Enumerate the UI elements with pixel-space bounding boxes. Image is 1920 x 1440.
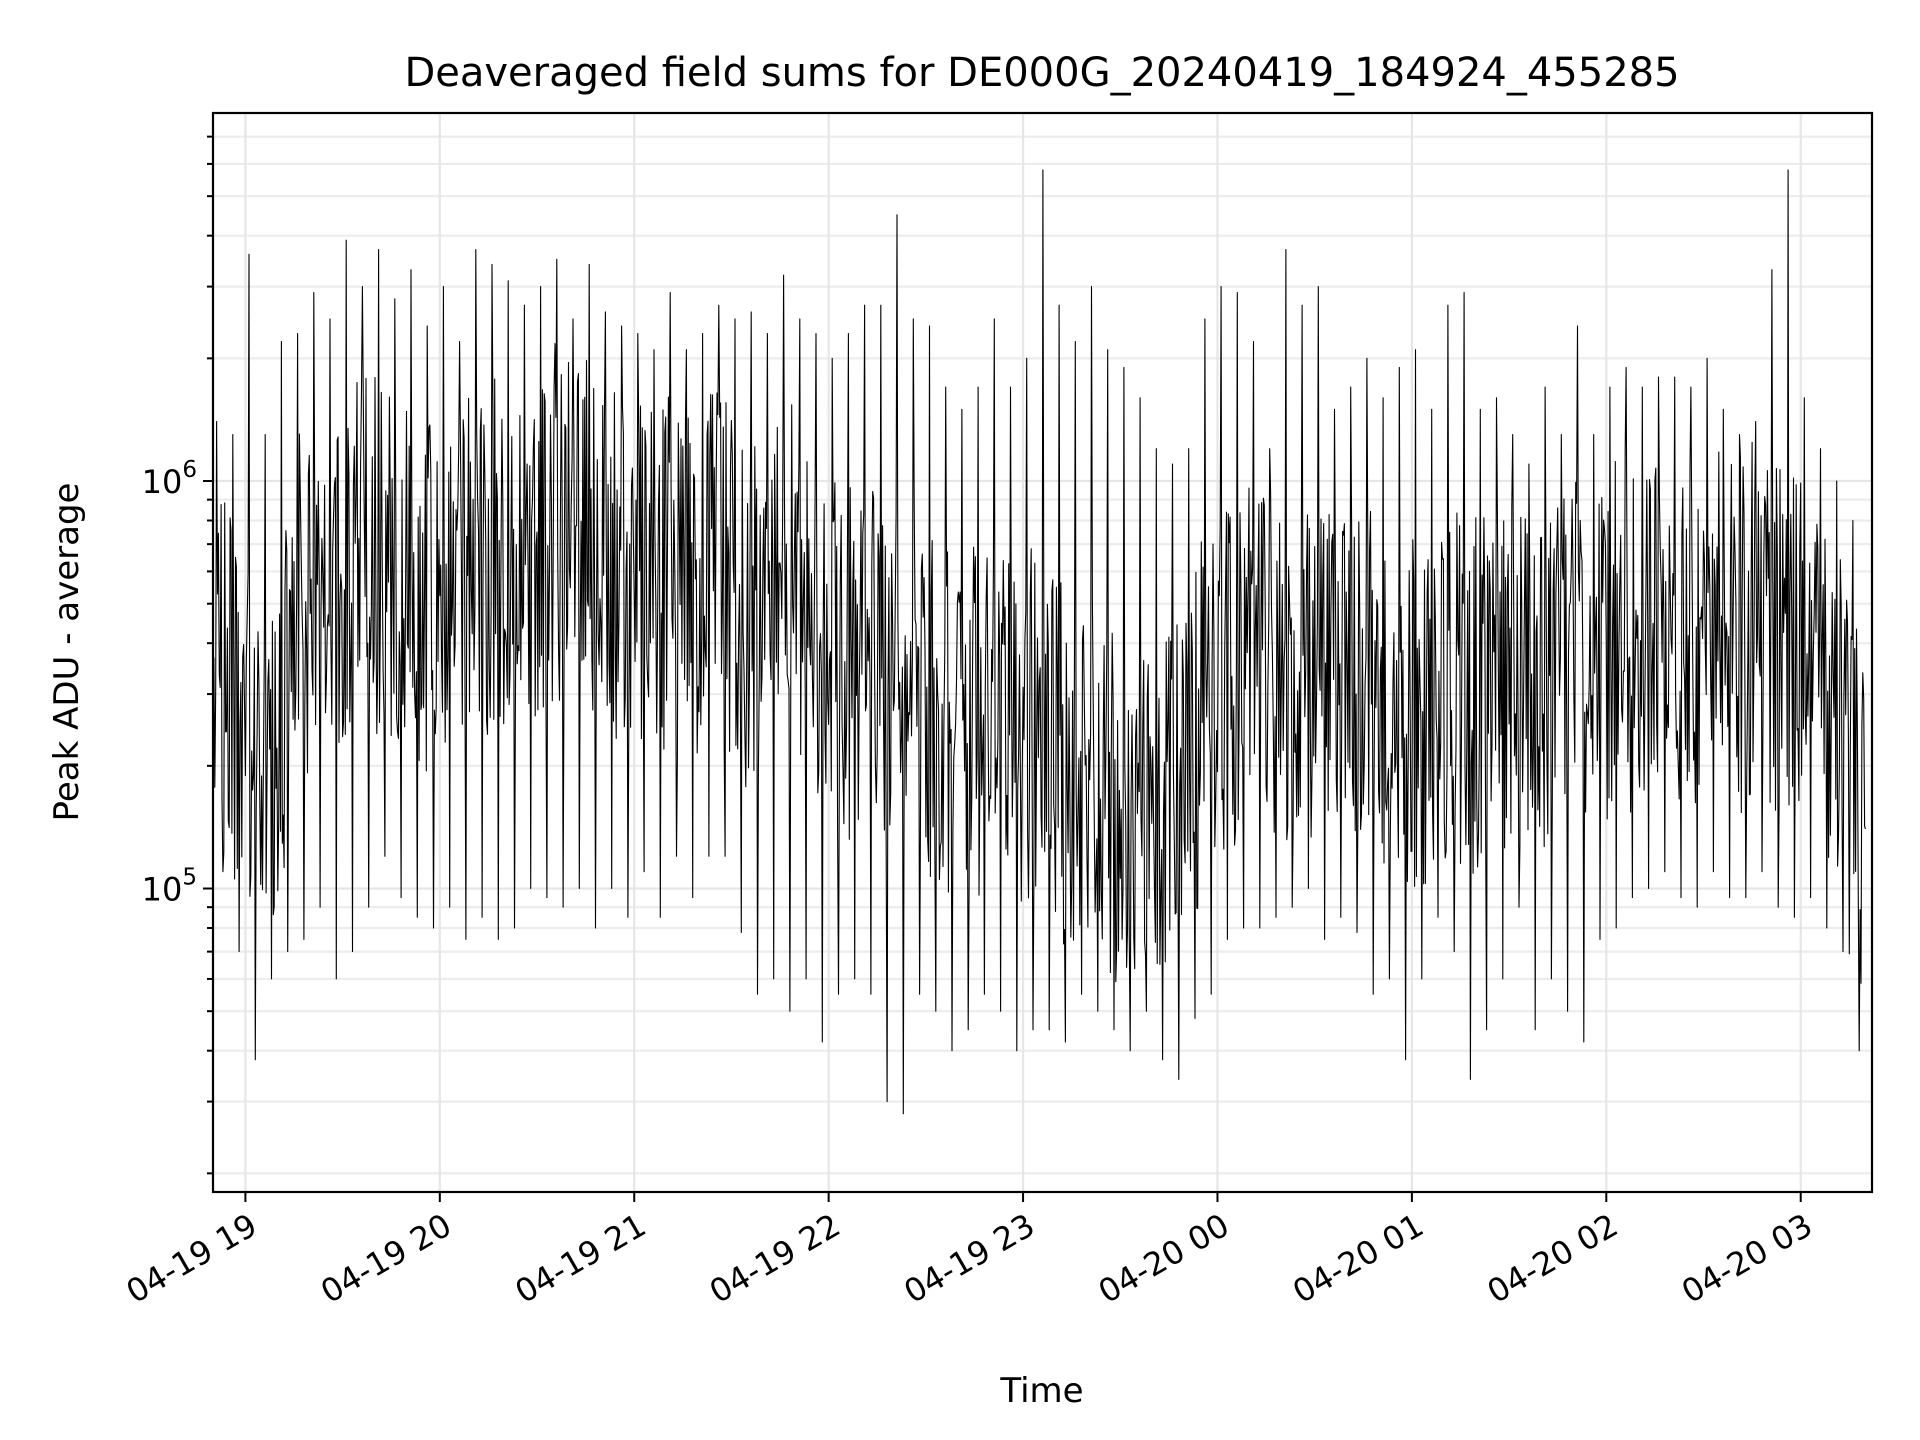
y-tick-label: 106 — [142, 457, 197, 501]
x-tick-label: 04-20 02 — [1481, 1206, 1625, 1311]
x-tick-label: 04-19 20 — [314, 1206, 458, 1311]
x-tick-label: 04-20 03 — [1675, 1206, 1819, 1311]
x-tick-label: 04-19 19 — [120, 1206, 264, 1311]
y-axis-ticks: 105 106 — [142, 457, 213, 909]
x-tick-label: 04-20 00 — [1092, 1206, 1236, 1311]
x-tick-label: 04-19 23 — [897, 1206, 1041, 1311]
x-tick-label: 04-20 01 — [1286, 1206, 1430, 1311]
x-tick-label: 04-19 21 — [509, 1206, 653, 1311]
y-axis-label: Peak ADU - average — [47, 483, 87, 822]
x-axis-label: Time — [999, 1371, 1083, 1411]
x-axis-ticks: 04-19 19 04-19 20 04-19 21 04-19 22 04-19 23… — [120, 1192, 1819, 1311]
minor-gridlines — [207, 135, 1872, 1175]
axes-frame — [211, 111, 1874, 1194]
y-tick-label: 105 — [142, 865, 197, 909]
chart-title: Deaveraged field sums for DE000G_2024041… — [404, 50, 1679, 96]
x-tick-label: 04-19 22 — [703, 1206, 847, 1311]
major-gridlines — [213, 113, 1872, 1192]
series-line — [213, 169, 1867, 1115]
series-group — [213, 169, 1867, 1115]
